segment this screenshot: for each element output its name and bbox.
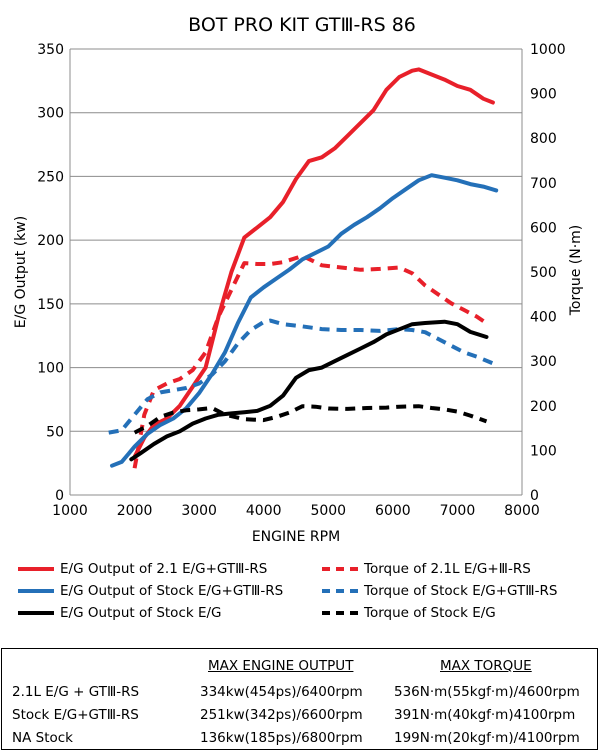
- y-right-tick-label: 700: [530, 176, 557, 192]
- y-left-tick-label: 250: [37, 169, 64, 185]
- series-line-2: [110, 173, 499, 468]
- header-max-output: MAX ENGINE OUTPUT: [208, 658, 354, 674]
- series-lines: [108, 67, 499, 469]
- x-axis-label: ENGINE RPM: [252, 529, 340, 545]
- series-line-3: [108, 318, 494, 435]
- header-max-torque: MAX TORQUE: [440, 658, 532, 674]
- y-right-tick-label: 1000: [530, 42, 566, 58]
- x-tick-label: 3000: [181, 503, 217, 519]
- legend-swatch: [322, 567, 358, 571]
- row-torque: 536N·m(55kgf·m)/4600rpm: [394, 684, 580, 700]
- legend-item: Torque of Stock E/G: [322, 605, 496, 621]
- legend-label: E/G Output of Stock E/G+GTⅢ-RS: [60, 583, 284, 599]
- y-left-tick-label: 0: [55, 488, 64, 504]
- row-label: NA Stock: [12, 730, 73, 746]
- legend-label: Torque of 2.1L E/G+Ⅲ-RS: [364, 561, 531, 577]
- y-right-tick-label: 0: [530, 488, 539, 504]
- x-tick-label: 1000: [52, 503, 88, 519]
- y-left-tick-label: 350: [37, 42, 64, 58]
- row-output: 136kw(185ps)/6800rpm: [200, 730, 363, 746]
- y-right-tick-label: 500: [530, 265, 557, 281]
- legend-label: E/G Output of Stock E/G: [60, 605, 222, 621]
- y-right-tick-label: 100: [530, 443, 557, 459]
- legend-label: Torque of Stock E/G: [364, 605, 496, 621]
- legend-item: Torque of 2.1L E/G+Ⅲ-RS: [322, 561, 531, 577]
- row-torque: 391N·m(40kgf·m)4100rpm: [394, 707, 576, 723]
- legend-swatch: [18, 567, 54, 571]
- x-tick-label: 8000: [504, 503, 540, 519]
- y-axis-right-label: Torque (N·m): [568, 225, 584, 317]
- legend-swatch: [18, 611, 54, 615]
- x-tick-label: 7000: [440, 503, 476, 519]
- legend-item: E/G Output of 2.1 E/G+GTⅢ-RS: [18, 561, 267, 577]
- legend: E/G Output of 2.1 E/G+GTⅢ-RS Torque of 2…: [0, 556, 600, 636]
- y-left-tick-label: 100: [37, 361, 64, 377]
- row-output: 334kw(454ps)/6400rpm: [200, 684, 363, 700]
- legend-label: E/G Output of 2.1 E/G+GTⅢ-RS: [60, 561, 268, 577]
- legend-swatch: [18, 589, 54, 593]
- gridlines: [70, 48, 522, 496]
- legend-item: E/G Output of Stock E/G: [18, 605, 222, 621]
- y-right-tick-label: 200: [530, 399, 557, 415]
- y-left-tick-label: 300: [37, 106, 64, 122]
- y-right-tick-label: 800: [530, 131, 557, 147]
- y-left-tick-label: 50: [46, 424, 64, 440]
- row-label: Stock E/G+GTⅢ-RS: [12, 707, 139, 723]
- y-left-tick-label: 200: [37, 233, 64, 249]
- legend-item: Torque of Stock E/G+GTⅢ-RS: [322, 583, 557, 599]
- row-torque: 199N·m(20kgf·m)/4100rpm: [394, 730, 580, 746]
- y-right-tick-label: 600: [530, 220, 557, 236]
- series-line-0: [132, 67, 495, 459]
- tick-labels: 1000 2000 3000 4000 5000 6000 7000 800005010015…: [37, 42, 565, 519]
- y-right-tick-label: 300: [530, 354, 557, 370]
- x-tick-label: 5000: [310, 503, 346, 519]
- y-left-tick-label: 150: [37, 297, 64, 313]
- x-tick-label: 6000: [375, 503, 411, 519]
- legend-label: Torque of Stock E/G+GTⅢ-RS: [364, 583, 558, 599]
- x-tick-label: 2000: [117, 503, 153, 519]
- chart: BOT PRO KIT GTⅢ-RS 86 1000 2000 3000 4000 50…: [13, 14, 584, 545]
- legend-item: E/G Output of Stock E/G+GTⅢ-RS: [18, 583, 283, 599]
- row-label: 2.1L E/G + GTⅢ-RS: [12, 684, 140, 700]
- y-right-tick-label: 900: [530, 87, 557, 103]
- y-axis-left-label: E/G Output (kw): [13, 216, 29, 328]
- y-right-tick-label: 400: [530, 310, 557, 326]
- row-output: 251kw(342ps)/6600rpm: [200, 707, 363, 723]
- axes: [69, 49, 523, 496]
- chart-title: BOT PRO KIT GTⅢ-RS 86: [188, 14, 416, 36]
- spec-table: MAX ENGINE OUTPUT MAX TORQUE 2.1L E/G + …: [1, 648, 598, 750]
- legend-swatch: [322, 589, 358, 593]
- x-tick-label: 4000: [246, 503, 282, 519]
- legend-swatch: [322, 611, 358, 615]
- series-line-1: [132, 253, 488, 469]
- series-line-5: [133, 404, 488, 435]
- series-line-4: [129, 319, 489, 462]
